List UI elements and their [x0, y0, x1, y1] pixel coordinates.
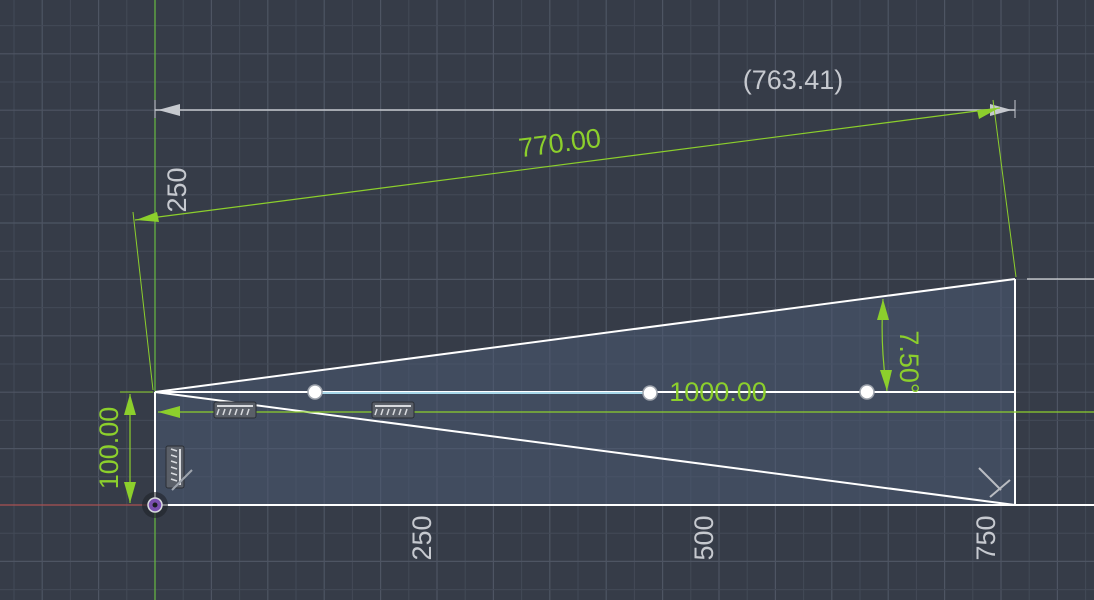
origin-point-icon[interactable]: [142, 492, 168, 518]
x-axis-label-500: 500: [689, 515, 719, 560]
angle-dimension[interactable]: [877, 298, 892, 392]
reference-dimension-label[interactable]: (763.41): [743, 65, 844, 95]
angle-dimension-label[interactable]: 7.50°: [894, 330, 924, 393]
upper-taper-line[interactable]: [154, 278, 1016, 393]
sketch-point[interactable]: [859, 384, 875, 400]
reference-dimension[interactable]: [154, 100, 1016, 118]
height-dimension-label[interactable]: 100.00: [94, 407, 124, 490]
horizontal-constraint-icon[interactable]: [213, 401, 257, 419]
sketch-point[interactable]: [307, 384, 323, 400]
height-dimension[interactable]: [120, 391, 153, 503]
vertical-250-label: 250: [162, 167, 192, 212]
lower-taper-line[interactable]: [154, 391, 1016, 506]
perpendicular-constraint-icon[interactable]: [978, 467, 1011, 498]
center-dimension[interactable]: [158, 406, 1094, 418]
diagonal-dimension[interactable]: [132, 99, 1017, 391]
sketch-point[interactable]: [642, 385, 658, 401]
horizontal-constraint-icon[interactable]: [371, 401, 415, 419]
diagonal-dimension-label[interactable]: 770.00: [517, 123, 603, 163]
center-dimension-label[interactable]: 1000.00: [669, 377, 767, 407]
x-axis-label-750: 750: [971, 515, 1001, 560]
x-axis-label-250: 250: [407, 515, 437, 560]
vertical-constraint-icon[interactable]: [165, 445, 193, 491]
